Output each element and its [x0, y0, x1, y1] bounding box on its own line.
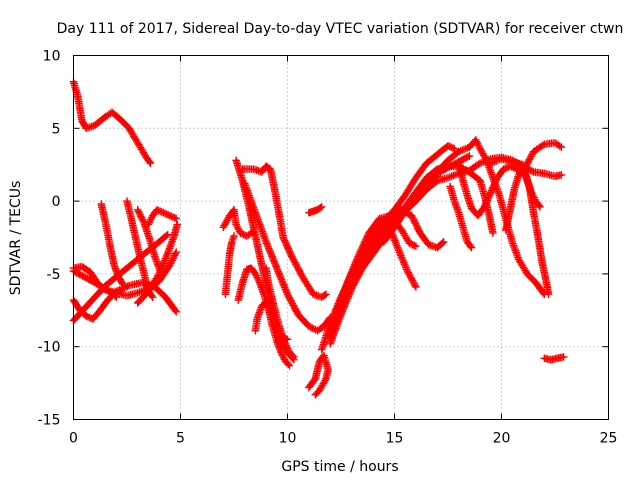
series-arc-14 [238, 162, 330, 302]
series-arc-01 [69, 77, 155, 168]
x-tick-label: 0 [69, 431, 78, 447]
series-arc-33 [501, 165, 544, 235]
series-arc-11 [219, 205, 258, 240]
data-series [69, 77, 568, 399]
x-tick-label: 5 [176, 431, 185, 447]
axes: 0 5 10 15 20 25 -15 -10 -5 0 5 10 [38, 49, 618, 447]
series-arc-21 [326, 172, 442, 348]
chart-title: Day 111 of 2017, Sidereal Day-to-day VTE… [57, 21, 624, 37]
grid-lines [73, 55, 609, 420]
x-tick-label: 10 [279, 431, 297, 447]
series-arc-18 [262, 264, 298, 361]
series-arc-31 [454, 159, 527, 220]
series-arc-34 [519, 139, 566, 176]
series-arc-25 [343, 205, 448, 299]
series-arc-15 [240, 179, 335, 335]
y-tick-label: 0 [52, 194, 61, 210]
y-tick-label: -5 [47, 267, 61, 283]
y-axis-label: SDTVAR / TECUs [8, 181, 24, 296]
series-arc-20 [305, 351, 333, 399]
series-arc-30 [446, 182, 476, 252]
series-arc-06 [97, 200, 127, 288]
series-arc-08 [133, 205, 166, 278]
y-tick-label: 5 [52, 121, 61, 137]
y-tick-label: -15 [38, 413, 61, 429]
series-arc-19 [305, 203, 326, 217]
series-arc-10 [133, 220, 182, 307]
y-tick-label: -10 [38, 340, 61, 356]
x-axis-label: GPS time / hours [281, 459, 398, 475]
x-tick-label: 15 [386, 431, 404, 447]
series-arc-04 [69, 278, 181, 323]
series-arc-35 [540, 353, 568, 364]
x-tick-label: 20 [493, 431, 511, 447]
x-tick-label: 25 [600, 431, 618, 447]
series-arc-12 [221, 232, 238, 299]
plot-frame [73, 55, 609, 420]
y-tick-label: 10 [43, 49, 61, 65]
series-arc-09 [144, 205, 181, 229]
